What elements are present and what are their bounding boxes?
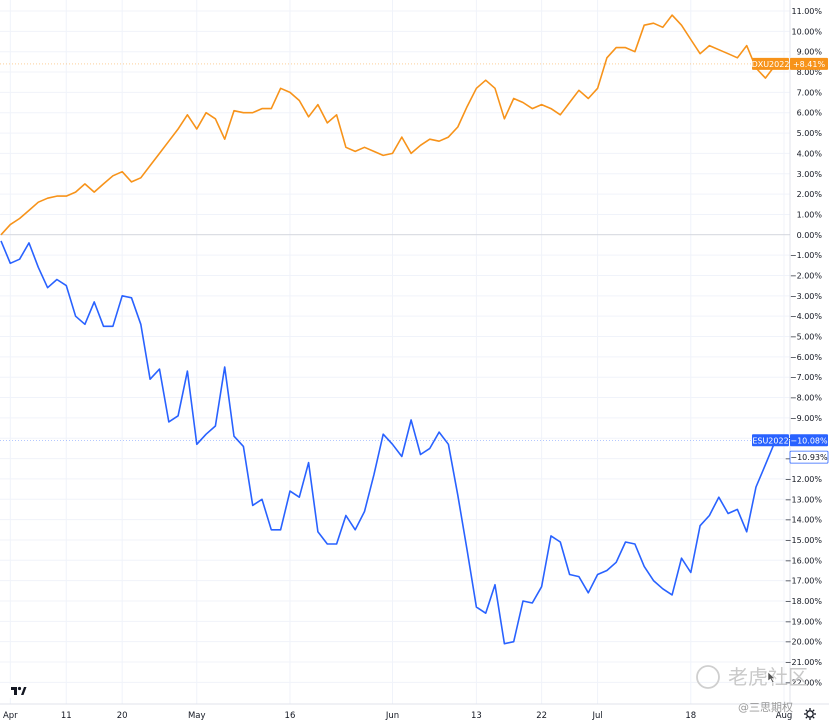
y-tick-label: −3.00% [790, 292, 823, 301]
watermark-subtext: @三思期权 [738, 701, 793, 714]
series-value-label: −10.08% [790, 436, 828, 445]
y-tick-label: 11.00% [791, 7, 822, 16]
x-tick-label: Jul [591, 711, 602, 721]
y-tick-label: 1.00% [797, 210, 823, 219]
series-name-badge [752, 434, 789, 447]
extra-price-label: −10.93% [790, 453, 828, 462]
y-tick-label: 7.00% [797, 88, 823, 97]
series-name-label: ESU2022 [752, 436, 788, 445]
y-tick-label: −7.00% [790, 373, 823, 382]
series-line-dxu2022 [0, 14, 785, 236]
x-tick-label: 18 [685, 711, 696, 721]
watermark-icon [696, 665, 720, 689]
cursor-pointer-icon [767, 671, 776, 684]
x-tick-label: 13 [471, 711, 482, 721]
series-name-badge [752, 57, 789, 70]
y-tick-label: 9.00% [797, 48, 823, 57]
x-tick-label: Aug [776, 711, 793, 721]
extra-price-badge [789, 450, 829, 464]
y-tick-label: 5.00% [797, 129, 823, 138]
settings-gear-icon[interactable] [804, 708, 816, 720]
x-tick-label: 11 [61, 711, 72, 721]
y-tick-label: 3.00% [797, 170, 823, 179]
tradingview-logo[interactable]: TV [0, 577, 27, 698]
y-tick-label: −16.00% [785, 556, 823, 565]
y-tick-label: 4.00% [797, 149, 823, 158]
series-line-esu2022 [0, 240, 785, 645]
price-badges: DXU2022 +8.41% ESU2022 −10.08% −10.93% [0, 57, 829, 464]
x-tick-label: Apr [3, 711, 18, 721]
y-tick-label: −20.00% [785, 638, 823, 647]
series-value-label: +8.41% [793, 60, 826, 69]
y-tick-label: −9.00% [790, 414, 823, 423]
x-tick-label: Jun [385, 711, 399, 721]
x-tick-label: 16 [285, 711, 296, 721]
y-tick-label: −5.00% [790, 333, 823, 342]
y-tick-label: −21.00% [785, 658, 823, 667]
watermark: 老虎社区 @三思期权 [696, 665, 808, 714]
y-tick-label: 2.00% [797, 190, 823, 199]
y-tick-label: −18.00% [785, 597, 823, 606]
y-tick-label: 0.00% [797, 231, 823, 240]
y-tick-label: −1.00% [790, 251, 823, 260]
y-tick-label: −14.00% [785, 516, 823, 525]
chart-series [0, 14, 785, 645]
y-tick-label: −13.00% [785, 495, 823, 504]
y-tick-label: −22.00% [785, 678, 823, 687]
y-tick-label: 6.00% [797, 109, 823, 118]
x-tick-label: 22 [536, 711, 547, 721]
y-tick-label: −8.00% [790, 394, 823, 403]
y-tick-label: −17.00% [785, 577, 823, 586]
x-tick-label: May [188, 711, 206, 721]
series-value-badge [790, 57, 828, 70]
series-value-badge [790, 434, 828, 447]
y-tick-label: −6.00% [790, 353, 823, 362]
y-tick-label: −12.00% [785, 475, 823, 484]
y-tick-label: 10.00% [791, 27, 822, 36]
x-axis: Apr 11 20 May 16 Jun 13 22 Jul 18 Aug [3, 711, 792, 721]
x-tick-label: 20 [117, 711, 128, 721]
chart-grid [0, 0, 829, 705]
y-tick-label: −2.00% [790, 271, 823, 280]
y-tick-label: 8.00% [797, 68, 823, 77]
y-tick-label: −19.00% [785, 617, 823, 626]
y-tick-label: −4.00% [790, 312, 823, 321]
y-tick-label: −15.00% [785, 536, 823, 545]
series-name-label: DXU2022 [752, 60, 790, 69]
